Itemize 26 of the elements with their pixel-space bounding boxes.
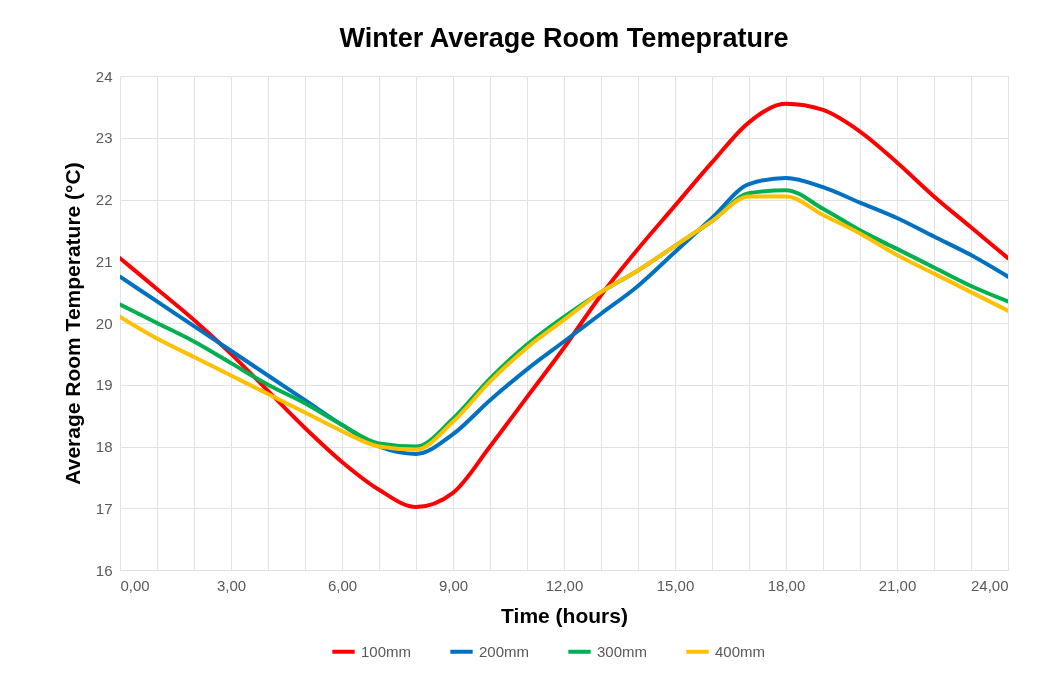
legend-label: 200mm — [479, 642, 530, 660]
y-tick-label: 17 — [95, 499, 113, 517]
x-tick-label: 0,00 — [120, 576, 150, 594]
y-tick-label: 20 — [95, 314, 113, 332]
chart-title: Winter Average Room Temeprature — [339, 23, 789, 53]
x-tick-label: 12,00 — [545, 576, 584, 594]
y-tick-label: 23 — [95, 129, 113, 147]
line-series — [120, 101, 1008, 510]
x-axis-title: Time (hours) — [501, 603, 628, 627]
x-tick-label: 21,00 — [878, 576, 917, 594]
y-axis-title: Average Room Temperature (°C) — [60, 162, 84, 485]
legend-label: 300mm — [597, 642, 648, 660]
y-tick-label: 22 — [95, 191, 113, 208]
x-tick-label: 9,00 — [438, 576, 469, 594]
x-tick-label: 15,00 — [656, 576, 695, 594]
y-tick-label: 21 — [95, 252, 113, 270]
x-tick-label: 6,00 — [327, 576, 358, 594]
y-tick-label: 16 — [95, 561, 113, 579]
y-tick-label: 19 — [95, 376, 113, 394]
x-tick-label: 18,00 — [767, 576, 806, 594]
x-tick-label: 24,00 — [970, 576, 1009, 594]
y-tick-label: 18 — [95, 438, 113, 455]
legend-label: 100mm — [361, 642, 412, 660]
y-tick-label: 24 — [95, 67, 113, 85]
legend-label: 400mm — [715, 642, 766, 660]
x-tick-label: 3,00 — [216, 576, 247, 594]
